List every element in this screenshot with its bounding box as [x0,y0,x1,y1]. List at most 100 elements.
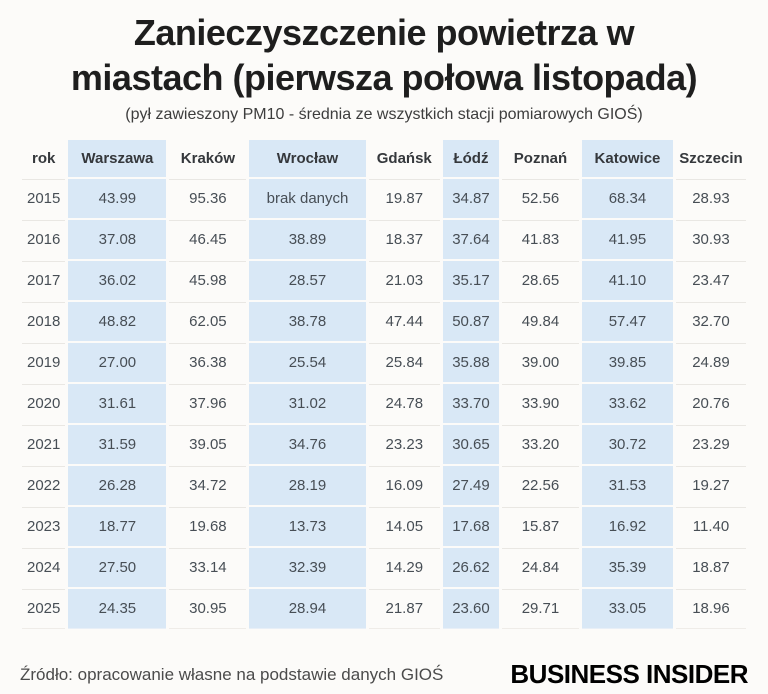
year-cell: 2023 [22,507,66,546]
value-cell: 31.53 [581,466,673,505]
value-cell: 18.77 [68,507,167,546]
value-cell: 62.05 [169,302,247,341]
value-cell: 16.09 [368,466,440,505]
value-cell: 38.78 [249,302,366,341]
year-cell: 2021 [22,425,66,464]
value-cell: 24.78 [368,384,440,423]
value-cell: 45.98 [169,261,247,300]
value-cell: 33.14 [169,548,247,587]
value-cell: 34.87 [442,179,499,218]
value-cell: 19.68 [169,507,247,546]
column-header-4: Gdańsk [376,150,432,167]
column-header-2: Kraków [180,150,235,167]
value-cell: 17.68 [442,507,499,546]
value-cell: 33.20 [501,425,579,464]
year-cell: 2020 [22,384,66,423]
value-cell: 27.50 [68,548,167,587]
value-cell: 24.84 [501,548,579,587]
value-cell: 28.94 [249,589,366,629]
year-cell: 2025 [22,589,66,629]
value-cell: 33.05 [581,589,673,629]
value-cell: 18.96 [675,589,746,629]
value-cell: 28.65 [501,261,579,300]
value-cell: 34.76 [249,425,366,464]
value-cell: 22.56 [501,466,579,505]
value-cell: 31.61 [68,384,167,423]
value-cell: 35.88 [442,343,499,382]
value-cell: 23.47 [675,261,746,300]
value-cell: 32.70 [675,302,746,341]
pollution-table: rok Warszawa Kraków Wrocław Gdańsk Łódź Poznań… [19,138,749,631]
table-row: 2025 24.35 30.95 28.94 21.87 23.60 29.71 33.05 1… [22,589,746,629]
page-subtitle: (pył zawieszony PM10 - średnia ze wszyst… [125,106,643,123]
value-cell: 24.89 [675,343,746,382]
value-cell: 18.87 [675,548,746,587]
value-cell: 35.39 [581,548,673,587]
table-row: 2017 36.02 45.98 28.57 21.03 35.17 28.65 41.10 2… [22,261,746,300]
value-cell: 15.87 [501,507,579,546]
value-cell: 41.83 [501,220,579,259]
column-header-0: rok [32,150,56,167]
value-cell: 27.00 [68,343,167,382]
column-header-7: Katowice [581,140,673,177]
value-cell: 23.23 [368,425,440,464]
year-cell: 2016 [22,220,66,259]
value-cell: 39.00 [501,343,579,382]
column-header-1: Warszawa [68,140,167,177]
value-cell: 95.36 [169,179,247,218]
value-cell: 37.08 [68,220,167,259]
header-row: rok Warszawa Kraków Wrocław Gdańsk Łódź Poznań… [22,140,746,177]
value-cell: 20.76 [675,384,746,423]
page-title-line1: Zanieczyszczenie powietrza w [133,12,635,53]
value-cell: 33.62 [581,384,673,423]
value-cell: 30.72 [581,425,673,464]
table-row: 2020 31.61 37.96 31.02 24.78 33.70 33.90 33.62 2… [22,384,746,423]
value-cell: 36.38 [169,343,247,382]
value-cell: 14.05 [368,507,440,546]
value-cell: 41.95 [581,220,673,259]
value-cell: 34.72 [169,466,247,505]
value-cell: 31.59 [68,425,167,464]
table-row: 2023 18.77 19.68 13.73 14.05 17.68 15.87 16.92 1… [22,507,746,546]
value-cell: 26.28 [68,466,167,505]
value-cell: 28.93 [675,179,746,218]
value-cell: 48.82 [68,302,167,341]
column-header-6: Poznań [513,150,568,167]
value-cell: 21.03 [368,261,440,300]
table-row: 2016 37.08 46.45 38.89 18.37 37.64 41.83 41.95 3… [22,220,746,259]
value-cell: 32.39 [249,548,366,587]
page-title-line2: miastach (pierwsza połowa listopada) [70,57,698,98]
business-insider-logo: BUSINESS INSIDER [510,659,748,689]
page-title: Zanieczyszczenie powietrza w miastach (p… [0,10,768,100]
year-cell: 2022 [22,466,66,505]
footer: Źródło: opracowanie własne na podstawie … [0,659,768,690]
value-cell: 30.93 [675,220,746,259]
value-cell: 30.65 [442,425,499,464]
table-row: 2018 48.82 62.05 38.78 47.44 50.87 49.84 57.47 3… [22,302,746,341]
value-cell: 41.10 [581,261,673,300]
value-cell: 35.17 [442,261,499,300]
year-cell: 2024 [22,548,66,587]
value-cell: 50.87 [442,302,499,341]
value-cell: 28.19 [249,466,366,505]
value-cell: 25.84 [368,343,440,382]
table-row: 2024 27.50 33.14 32.39 14.29 26.62 24.84 35.39 1… [22,548,746,587]
table-row: 2019 27.00 36.38 25.54 25.84 35.88 39.00 39.85 2… [22,343,746,382]
value-cell: 37.96 [169,384,247,423]
source-text: Źródło: opracowanie własne na podstawie … [20,664,444,684]
value-cell: 43.99 [68,179,167,218]
value-cell: 52.56 [501,179,579,218]
value-cell: 36.02 [68,261,167,300]
year-cell: 2018 [22,302,66,341]
value-cell: 33.70 [442,384,499,423]
year-cell: 2019 [22,343,66,382]
value-cell: 26.62 [442,548,499,587]
value-cell: 68.34 [581,179,673,218]
value-cell: 25.54 [249,343,366,382]
column-header-5: Łódź [442,140,499,177]
year-cell: 2015 [22,179,66,218]
value-cell: 27.49 [442,466,499,505]
value-cell: 47.44 [368,302,440,341]
table-row: 2021 31.59 39.05 34.76 23.23 30.65 33.20 30.72 2… [22,425,746,464]
value-cell: 29.71 [501,589,579,629]
